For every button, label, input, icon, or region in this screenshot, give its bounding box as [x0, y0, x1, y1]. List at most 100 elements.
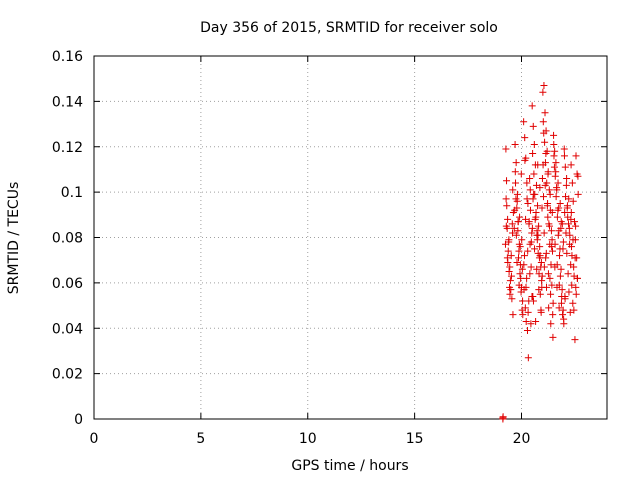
data-point [560, 145, 568, 153]
data-point [504, 215, 512, 223]
data-point [536, 243, 544, 251]
data-point [572, 222, 580, 230]
data-point [547, 290, 555, 298]
data-point [543, 202, 551, 210]
x-tick-label: 15 [406, 431, 424, 447]
data-point [551, 240, 559, 248]
y-tick-label: 0.16 [52, 49, 83, 65]
data-point [530, 190, 538, 198]
data-point [568, 243, 576, 251]
data-point [548, 209, 556, 217]
data-point [531, 245, 539, 253]
x-tick-label: 5 [196, 431, 205, 447]
data-point [510, 224, 518, 232]
data-point [559, 238, 567, 246]
data-point [517, 170, 525, 178]
data-point [543, 283, 551, 291]
data-point [509, 229, 517, 237]
data-point [546, 190, 554, 198]
data-point [538, 272, 546, 280]
data-point [535, 286, 543, 294]
data-point [524, 354, 532, 362]
data-point [532, 213, 540, 221]
data-point [546, 222, 554, 230]
data-point [563, 249, 571, 257]
data-point [528, 229, 536, 237]
data-point [506, 290, 514, 298]
data-point [533, 265, 541, 273]
data-point [534, 202, 542, 210]
data-point [558, 220, 566, 228]
x-tick-label: 0 [90, 431, 99, 447]
data-point [550, 131, 558, 139]
data-point [529, 292, 537, 300]
data-point [549, 311, 557, 319]
data-point [539, 88, 547, 96]
data-point [521, 156, 529, 164]
data-point [539, 118, 547, 126]
data-point [524, 308, 532, 316]
data-point [544, 213, 552, 221]
y-tick-label: 0 [74, 412, 83, 428]
data-point [562, 181, 570, 189]
data-point [518, 236, 526, 244]
data-point [569, 299, 577, 307]
data-point [563, 204, 571, 212]
data-point [542, 150, 550, 158]
data-point [549, 333, 557, 341]
data-point [547, 261, 555, 269]
data-point [560, 152, 568, 160]
data-point [504, 247, 512, 255]
data-point [512, 195, 520, 203]
data-point [529, 122, 537, 130]
data-point [568, 179, 576, 187]
data-point [507, 252, 515, 260]
data-point [564, 270, 572, 278]
data-point [553, 184, 561, 192]
scatter-points [499, 81, 582, 423]
data-point [557, 299, 565, 307]
data-point [516, 243, 524, 251]
data-point [520, 252, 528, 260]
data-point [529, 195, 537, 203]
x-tick-label: 10 [299, 431, 317, 447]
data-point [539, 161, 547, 169]
data-point [514, 227, 522, 235]
data-point [569, 236, 577, 244]
data-point [530, 140, 538, 148]
data-point [524, 199, 532, 207]
chart-title: Day 356 of 2015, SRMTID for receiver sol… [200, 20, 498, 36]
data-point [544, 270, 552, 278]
y-tick-label: 0.14 [52, 94, 83, 110]
data-point [556, 199, 564, 207]
data-point [573, 274, 581, 282]
data-point [532, 317, 540, 325]
data-point [553, 213, 561, 221]
data-point [526, 270, 534, 278]
data-point [523, 327, 531, 335]
data-point [548, 247, 556, 255]
data-point [550, 140, 558, 148]
data-point [565, 288, 573, 296]
data-point [522, 317, 530, 325]
data-point [502, 222, 510, 230]
data-point [527, 263, 535, 271]
data-point [505, 268, 513, 276]
data-point [538, 175, 546, 183]
data-point [530, 170, 538, 178]
data-point [567, 209, 575, 217]
data-point [506, 263, 514, 271]
data-point [516, 213, 524, 221]
data-point [508, 220, 516, 228]
data-point [559, 306, 567, 314]
data-point [542, 249, 550, 257]
data-point [523, 274, 531, 282]
data-point [526, 206, 534, 214]
data-point [570, 263, 578, 271]
data-point [559, 311, 567, 319]
data-point [556, 252, 564, 260]
data-point [503, 254, 511, 262]
data-point [538, 277, 546, 285]
data-point [499, 413, 507, 421]
data-point [552, 193, 560, 201]
